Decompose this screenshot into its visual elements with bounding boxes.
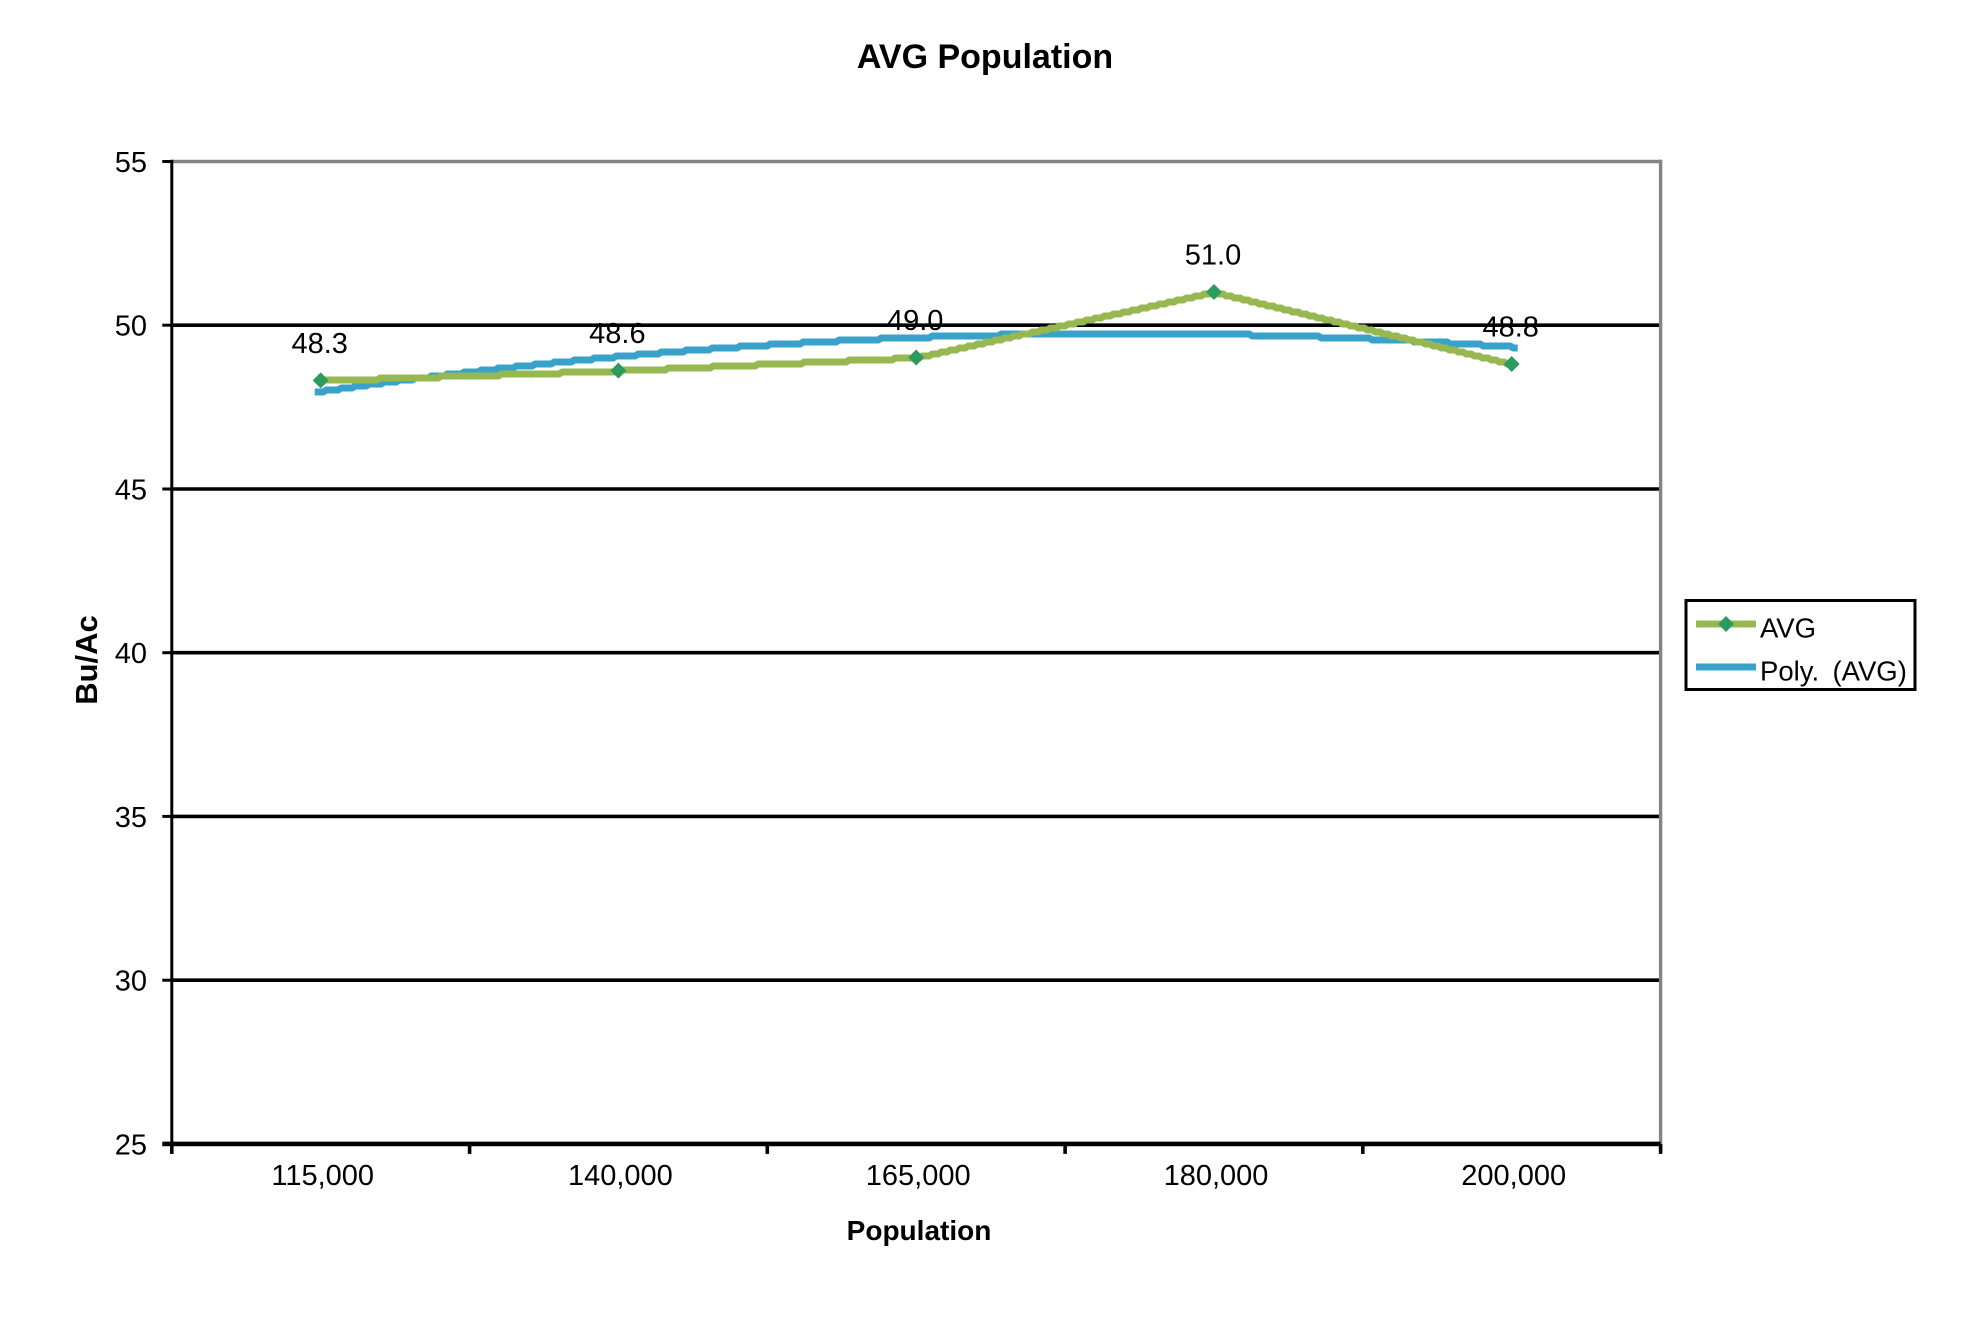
svg-text:115,000: 115,000 (271, 1160, 374, 1192)
svg-text:180,000: 180,000 (1164, 1160, 1269, 1192)
svg-text:200,000: 200,000 (1461, 1160, 1566, 1192)
svg-text:48.8: 48.8 (1482, 312, 1538, 344)
svg-text:30: 30 (115, 966, 147, 998)
svg-text:49.0: 49.0 (887, 305, 943, 337)
svg-text:Bu/Ac: Bu/Ac (69, 615, 104, 705)
svg-text:AVG Population: AVG Population (857, 38, 1113, 76)
svg-text:AVG: AVG (1760, 613, 1816, 644)
svg-text:48.3: 48.3 (291, 328, 347, 360)
svg-text:25: 25 (115, 1129, 147, 1161)
svg-text:35: 35 (115, 802, 147, 834)
svg-text:140,000: 140,000 (568, 1160, 673, 1192)
svg-text:51.0: 51.0 (1185, 240, 1241, 272)
svg-text:Population: Population (847, 1215, 992, 1246)
svg-text:Poly.: Poly. (1760, 656, 1819, 687)
svg-text:50: 50 (115, 311, 147, 343)
svg-text:165,000: 165,000 (866, 1160, 971, 1192)
svg-text:40: 40 (115, 638, 147, 670)
svg-text:55: 55 (115, 147, 147, 179)
svg-text:(AVG): (AVG) (1833, 656, 1907, 687)
svg-text:45: 45 (115, 475, 147, 507)
svg-text:48.6: 48.6 (589, 318, 645, 350)
